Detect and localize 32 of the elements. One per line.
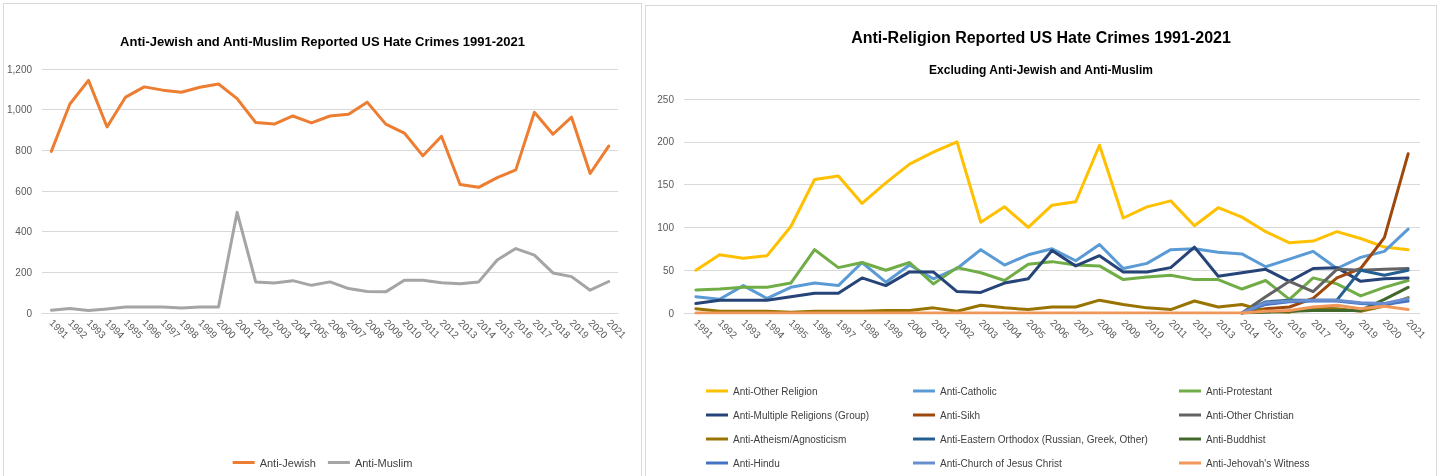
chart-subtitle: Excluding Anti-Jewish and Anti-Muslim xyxy=(929,63,1153,77)
y-tick-label: 0 xyxy=(26,307,33,319)
legend-label: Anti-Multiple Religions (Group) xyxy=(733,409,870,421)
y-tick-label: 200 xyxy=(15,266,33,278)
chart-title: Anti-Religion Reported US Hate Crimes 1991-2021 xyxy=(851,28,1231,46)
chart-title: Anti-Jewish and Anti-Muslim Reported US Hate Crimes 1991-2021 xyxy=(120,34,525,49)
y-tick-label: 0 xyxy=(668,307,675,319)
y-tick-label: 250 xyxy=(657,93,675,105)
y-tick-label: 200 xyxy=(657,136,675,148)
legend-label: Anti-Buddhist xyxy=(1206,433,1266,445)
y-tick-label: 50 xyxy=(662,264,675,276)
y-tick-label: 800 xyxy=(15,144,33,156)
legend-label: Anti-Other Religion xyxy=(733,385,818,397)
legend-label: Anti-Muslim xyxy=(354,456,413,469)
legend-label: Anti-Church of Jesus Christ xyxy=(940,457,1062,469)
x-tick-label: 2017 xyxy=(1309,317,1334,341)
y-tick-label: 600 xyxy=(15,185,33,197)
legend-label: Anti-Hindu xyxy=(733,457,780,469)
legend-label: Anti-Jewish xyxy=(259,456,316,469)
y-tick-label: 1,200 xyxy=(6,63,33,75)
legend-label: Anti-Sikh xyxy=(940,409,981,421)
y-tick-label: 1,000 xyxy=(6,104,33,116)
y-tick-label: 150 xyxy=(657,179,675,191)
legend-label: Anti-Other Christian xyxy=(1206,409,1294,421)
legend-label: Anti-Atheism/Agnosticism xyxy=(733,433,847,445)
x-tick-label: 1997 xyxy=(834,317,859,341)
y-tick-label: 100 xyxy=(657,221,675,233)
legend-label: Anti-Catholic xyxy=(940,385,997,397)
legend-label: Anti-Jehovah's Witness xyxy=(1206,457,1310,469)
y-tick-label: 400 xyxy=(15,226,33,238)
legend-label: Anti-Protestant xyxy=(1206,385,1273,397)
legend-label: Anti-Eastern Orthodox (Russian, Greek, Other) xyxy=(940,433,1148,445)
